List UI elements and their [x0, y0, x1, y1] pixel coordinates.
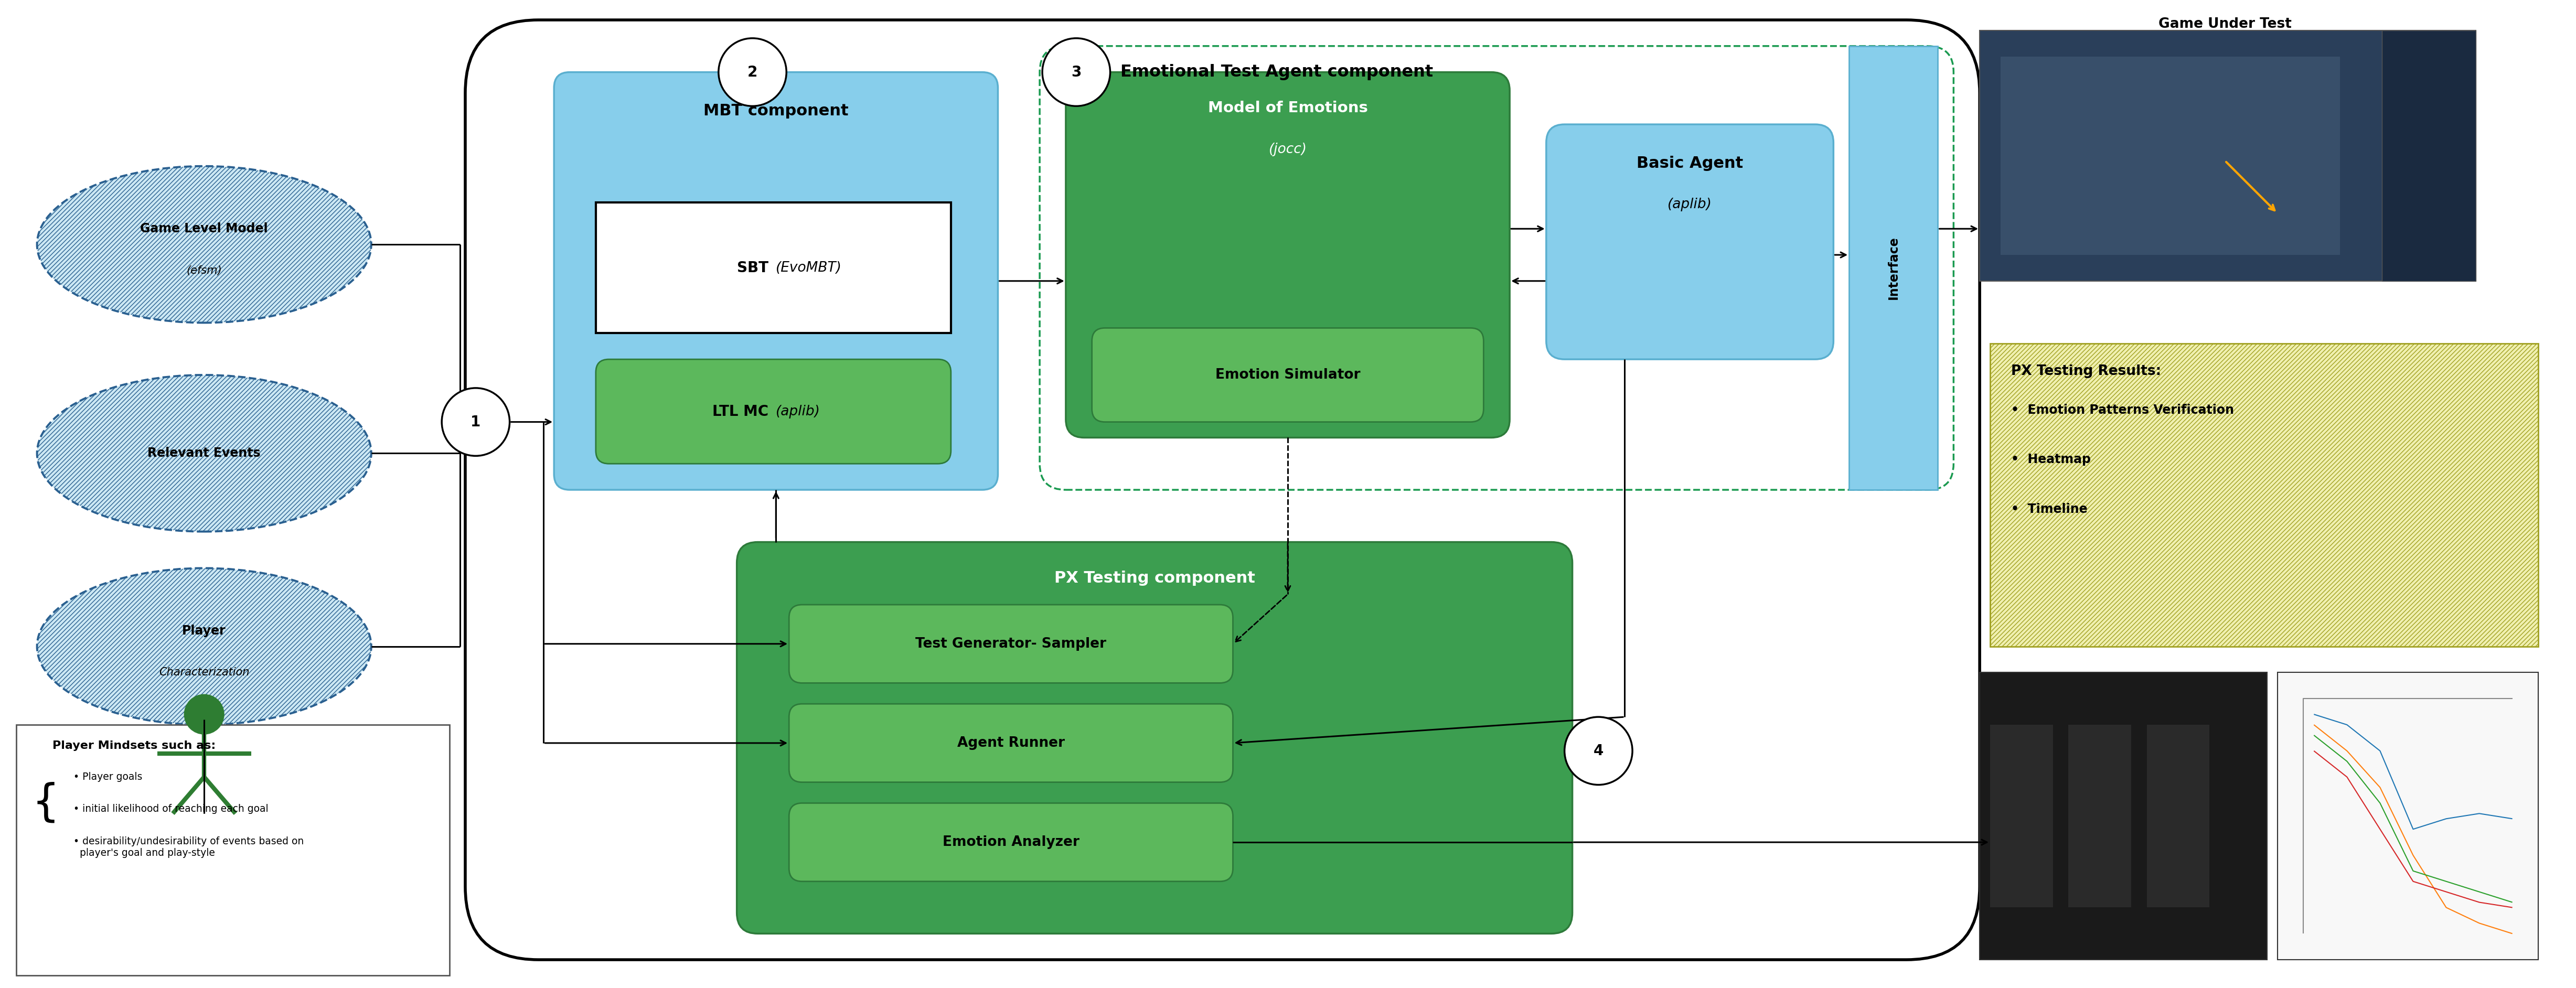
Text: Game Under Test: Game Under Test: [2159, 18, 2293, 31]
Text: Emotion Simulator: Emotion Simulator: [1216, 369, 1360, 381]
Text: 4: 4: [1595, 744, 1602, 758]
Circle shape: [185, 695, 224, 734]
FancyBboxPatch shape: [1546, 124, 1834, 360]
Bar: [2277, 673, 2537, 959]
Text: • initial likelihood of reaching each goal: • initial likelihood of reaching each go…: [75, 804, 268, 814]
FancyBboxPatch shape: [1066, 72, 1510, 438]
Text: LTL MC: LTL MC: [711, 404, 773, 419]
Ellipse shape: [36, 568, 371, 725]
FancyBboxPatch shape: [788, 703, 1234, 782]
Text: •  Emotion Patterns Verification: • Emotion Patterns Verification: [2012, 404, 2233, 416]
FancyBboxPatch shape: [788, 803, 1234, 881]
FancyBboxPatch shape: [595, 360, 951, 463]
Text: 2: 2: [747, 65, 757, 79]
Text: Characterization: Characterization: [160, 667, 250, 678]
Text: Relevant Events: Relevant Events: [147, 447, 260, 459]
Text: Game Level Model: Game Level Model: [139, 222, 268, 235]
Text: Emotional Test Agent component: Emotional Test Agent component: [1121, 64, 1432, 80]
Text: 1: 1: [471, 415, 482, 430]
Text: •  Timeline: • Timeline: [2012, 503, 2087, 516]
Text: PX Testing component: PX Testing component: [1054, 571, 1255, 586]
Bar: [1981, 31, 2476, 281]
FancyBboxPatch shape: [737, 542, 1571, 934]
Text: Player: Player: [183, 624, 227, 637]
FancyBboxPatch shape: [788, 605, 1234, 683]
Bar: [1991, 344, 2537, 646]
Text: (eu.iv4xr.ux.pxtesting): (eu.iv4xr.ux.pxtesting): [1079, 613, 1229, 625]
Text: Test Generator- Sampler: Test Generator- Sampler: [914, 637, 1108, 651]
Text: • desirability/undesirability of events based on
  player's goal and play-style: • desirability/undesirability of events …: [75, 837, 304, 858]
Text: • Player goals: • Player goals: [75, 772, 142, 782]
Bar: [15, 725, 451, 975]
Text: MBT component: MBT component: [703, 104, 848, 119]
FancyBboxPatch shape: [466, 20, 1981, 959]
Text: Basic Agent: Basic Agent: [1636, 156, 1744, 171]
Bar: [1850, 46, 1937, 490]
Text: (jocc): (jocc): [1267, 142, 1306, 156]
Bar: [2069, 725, 2130, 908]
Bar: [1981, 673, 2267, 959]
Circle shape: [1564, 717, 1633, 784]
Bar: [2146, 725, 2210, 908]
Text: (aplib): (aplib): [1667, 198, 1713, 211]
Bar: [595, 203, 951, 333]
Text: •  Heatmap: • Heatmap: [2012, 453, 2092, 466]
Text: Interface: Interface: [1888, 236, 1901, 299]
Text: Model of Emotions: Model of Emotions: [1208, 101, 1368, 116]
Bar: [1991, 725, 2053, 908]
Circle shape: [440, 388, 510, 455]
Ellipse shape: [36, 375, 371, 532]
Bar: [2002, 56, 2339, 255]
Bar: [2383, 31, 2476, 281]
Text: (aplib): (aplib): [775, 405, 822, 418]
Circle shape: [1043, 39, 1110, 106]
Text: Player Mindsets such as:: Player Mindsets such as:: [52, 740, 216, 751]
Text: (EvoMBT): (EvoMBT): [775, 261, 842, 275]
Text: 3: 3: [1072, 65, 1082, 79]
Text: (efsm): (efsm): [185, 266, 222, 276]
FancyBboxPatch shape: [554, 72, 997, 490]
Text: PX Testing Results:: PX Testing Results:: [2012, 365, 2161, 378]
FancyBboxPatch shape: [1092, 328, 1484, 422]
Text: SBT: SBT: [737, 261, 773, 276]
Text: {: {: [31, 782, 59, 824]
Circle shape: [719, 39, 786, 106]
Text: Agent Runner: Agent Runner: [958, 736, 1064, 750]
Ellipse shape: [36, 166, 371, 323]
Text: Emotion Analyzer: Emotion Analyzer: [943, 836, 1079, 849]
